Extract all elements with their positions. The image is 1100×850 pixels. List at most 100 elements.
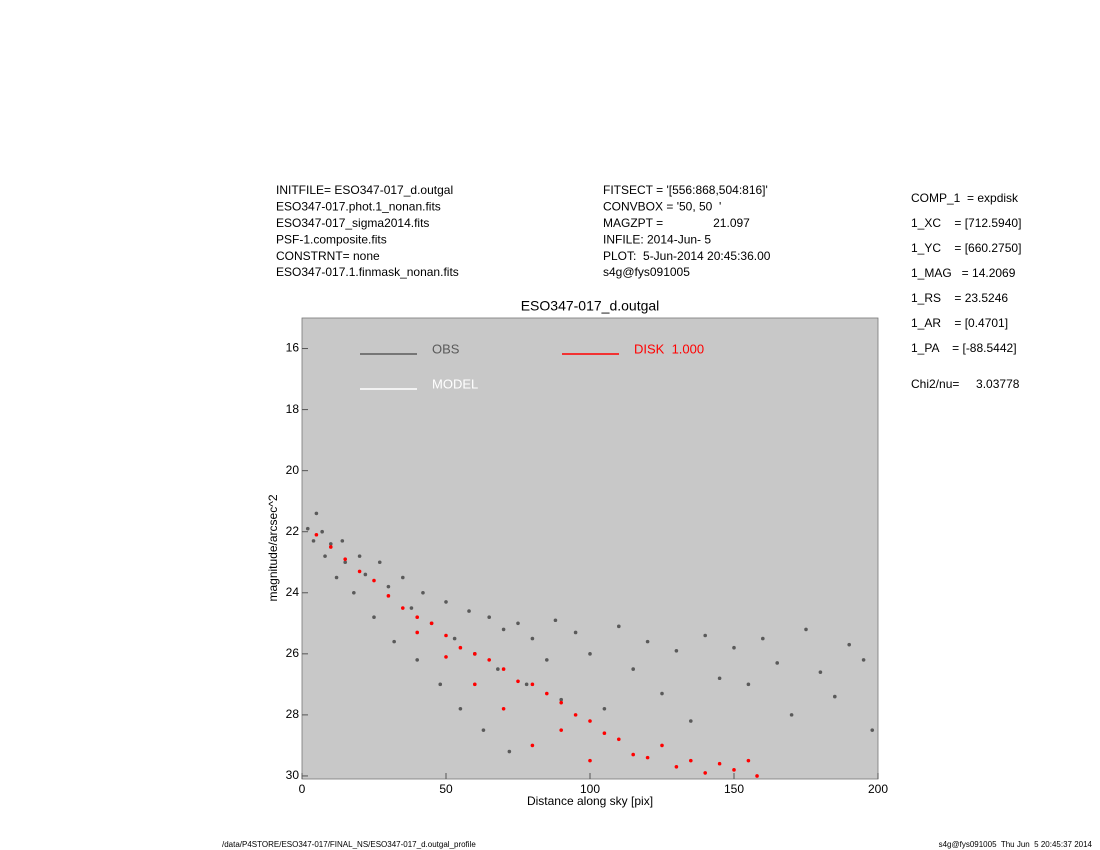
x-axis-label: Distance along sky [pix] bbox=[527, 794, 653, 808]
data-point bbox=[343, 560, 348, 565]
y-tick-label: 28 bbox=[286, 707, 300, 721]
header-right-line: 1_MAG = 14.2069 bbox=[911, 266, 1016, 280]
data-point bbox=[372, 615, 376, 619]
data-point bbox=[415, 630, 420, 635]
data-point bbox=[320, 529, 324, 534]
data-point bbox=[717, 761, 722, 766]
header-middle-line: MAGZPT = 21.097 bbox=[603, 216, 750, 230]
data-point bbox=[352, 590, 356, 595]
header-middle-line: INFILE: 2014-Jun- 5 bbox=[603, 232, 711, 246]
data-point bbox=[501, 667, 506, 671]
data-point bbox=[386, 594, 391, 598]
y-axis-label: magnitude/arcsec^2 bbox=[266, 494, 280, 601]
data-point bbox=[530, 636, 535, 641]
header-left-line: ESO347-017.1.finmask_nonan.fits bbox=[276, 265, 459, 279]
data-point bbox=[660, 691, 664, 696]
data-point bbox=[357, 554, 362, 558]
data-point bbox=[458, 706, 463, 711]
data-point bbox=[314, 532, 319, 537]
data-point bbox=[409, 606, 414, 610]
data-point bbox=[870, 728, 875, 732]
y-tick-label: 18 bbox=[286, 402, 300, 416]
data-point bbox=[444, 655, 448, 659]
data-point bbox=[421, 590, 425, 595]
x-tick-label: 0 bbox=[299, 782, 306, 796]
footer-stamp: s4g@fys091005 Thu Jun 5 20:45:37 2014 bbox=[939, 840, 1093, 849]
chart-title: ESO347-017_d.outgal bbox=[521, 298, 660, 314]
data-point bbox=[516, 679, 520, 684]
legend-label: OBS bbox=[432, 341, 460, 356]
data-point bbox=[305, 526, 310, 531]
data-point bbox=[458, 645, 463, 650]
data-point bbox=[473, 652, 477, 656]
header-right-line: 1_PA = [-88.5442] bbox=[911, 341, 1017, 355]
data-point bbox=[602, 706, 607, 711]
data-point bbox=[444, 633, 448, 638]
data-point bbox=[559, 700, 563, 705]
data-point bbox=[588, 758, 592, 763]
data-point bbox=[559, 728, 563, 732]
data-point bbox=[452, 636, 457, 641]
data-point bbox=[496, 667, 500, 671]
data-point bbox=[775, 661, 779, 665]
header-left-line: CONSTRNT= none bbox=[276, 249, 380, 263]
data-point bbox=[401, 575, 405, 580]
data-point bbox=[617, 624, 621, 629]
legend-label: DISK 1.000 bbox=[634, 341, 704, 356]
data-point bbox=[761, 636, 765, 641]
header-right-line: COMP_1 = expdisk bbox=[911, 191, 1019, 205]
header-middle-line: CONVBOX = '50, 50 ' bbox=[603, 200, 721, 214]
y-tick-label: 16 bbox=[286, 341, 300, 355]
data-point bbox=[401, 606, 405, 610]
data-point bbox=[314, 511, 319, 516]
y-tick-label: 30 bbox=[286, 768, 300, 782]
data-point bbox=[602, 731, 607, 736]
data-point bbox=[703, 633, 707, 638]
header-right-line: 1_YC = [660.2750] bbox=[911, 241, 1021, 255]
header-left-line: PSF-1.composite.fits bbox=[276, 232, 387, 246]
legend-label: MODEL bbox=[432, 376, 478, 391]
data-point bbox=[386, 584, 391, 589]
data-point bbox=[573, 630, 578, 635]
data-point bbox=[467, 609, 471, 613]
header-right-line: 1_RS = 23.5246 bbox=[911, 291, 1008, 305]
header-right-line: 1_XC = [712.5940] bbox=[911, 216, 1021, 230]
data-point bbox=[588, 652, 592, 656]
data-point bbox=[438, 682, 443, 687]
data-point bbox=[501, 706, 506, 711]
data-point bbox=[516, 621, 520, 626]
data-point bbox=[746, 682, 751, 687]
data-point bbox=[487, 615, 492, 619]
data-point bbox=[861, 658, 866, 662]
data-point bbox=[392, 639, 396, 644]
data-point bbox=[329, 545, 333, 549]
data-point bbox=[507, 749, 512, 754]
data-point bbox=[372, 578, 376, 583]
data-point bbox=[377, 560, 382, 565]
data-point bbox=[530, 743, 535, 748]
data-point bbox=[329, 542, 333, 546]
plot-area bbox=[301, 317, 879, 780]
y-tick-label: 24 bbox=[286, 585, 300, 599]
data-point bbox=[588, 719, 592, 723]
data-point bbox=[631, 667, 635, 671]
data-point bbox=[444, 600, 448, 604]
header-middle-line: FITSECT = '[556:868,504:816]' bbox=[603, 183, 768, 197]
data-point bbox=[415, 658, 420, 662]
data-point bbox=[818, 670, 823, 674]
data-point bbox=[689, 719, 693, 723]
x-tick-label: 150 bbox=[724, 782, 744, 796]
chi2: Chi2/nu= 3.03778 bbox=[911, 377, 1020, 391]
data-point bbox=[429, 621, 434, 626]
x-tick-label: 100 bbox=[580, 782, 600, 796]
data-point bbox=[334, 575, 339, 580]
data-point bbox=[553, 618, 558, 623]
header-left-line: INITFILE= ESO347-017_d.outgal bbox=[276, 183, 453, 197]
data-point bbox=[481, 728, 486, 732]
data-point bbox=[343, 557, 348, 561]
y-tick-label: 26 bbox=[286, 646, 300, 660]
data-point bbox=[487, 658, 492, 662]
data-point bbox=[501, 627, 506, 632]
data-point bbox=[660, 743, 664, 748]
